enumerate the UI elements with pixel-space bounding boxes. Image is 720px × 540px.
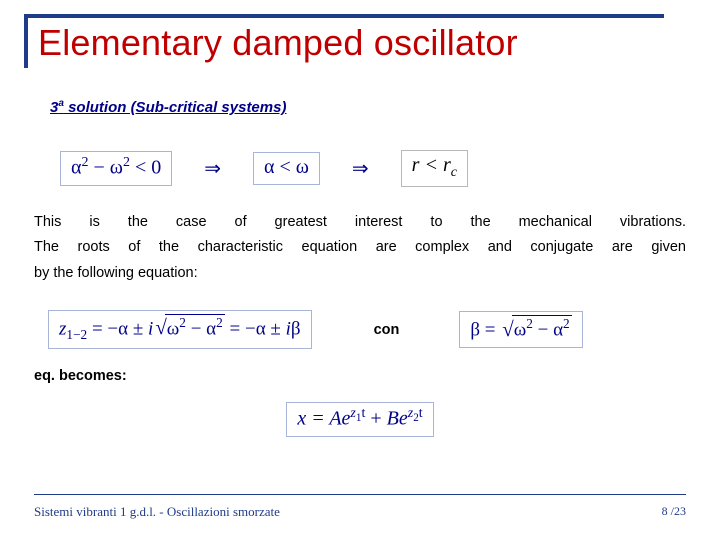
eq-part: ω xyxy=(167,318,180,339)
eq-part: ω xyxy=(514,320,527,341)
con-label: con xyxy=(374,322,400,338)
eq-part: Be xyxy=(387,408,408,430)
slide: Elementary damped oscillator 3a solution… xyxy=(0,0,720,540)
eq-part: β xyxy=(291,318,301,339)
eq-part: − α xyxy=(186,318,216,339)
footer-divider xyxy=(34,494,686,495)
eq-part: Ae xyxy=(329,408,350,430)
eq-solution-x: x = Aez1t + Bez2t xyxy=(286,402,433,437)
eq-roots-z12: z1−2 = −α ± iω2 − α2 = −α ± iβ xyxy=(48,310,312,349)
eq-sub: 1−2 xyxy=(66,327,87,342)
paragraph-1: This is the case of greatest interest to… xyxy=(34,210,686,286)
implies-icon: ⇒ xyxy=(352,156,369,181)
equation-row-1: α2 − ω2 < 0 ⇒ α < ω ⇒ r < rc xyxy=(60,150,580,187)
para-line: The roots of the characteristic equation… xyxy=(34,235,686,260)
equation-row-3: x = Aez1t + Bez2t xyxy=(0,402,720,437)
eq-part: β = xyxy=(470,320,500,341)
eq-r-lt-rc: r < rc xyxy=(401,150,468,187)
eq-alpha-lt-omega: α < ω xyxy=(253,152,320,185)
implies-icon: ⇒ xyxy=(204,156,221,181)
page-title: Elementary damped oscillator xyxy=(38,22,664,64)
eq-exp: 2 xyxy=(526,316,533,331)
eq-part: t xyxy=(419,406,423,421)
eq-sub: c xyxy=(451,165,457,180)
subheading: 3a solution (Sub-critical systems) xyxy=(50,98,286,116)
footer-text: Sistemi vibranti 1 g.d.l. - Oscillazioni… xyxy=(34,504,280,520)
eq-part: − α xyxy=(533,320,563,341)
eq-part: < 0 xyxy=(130,157,161,179)
page-total: 23 xyxy=(674,504,686,518)
subhead-text: solution (Sub-critical systems) xyxy=(64,99,287,116)
eq-part: − ω xyxy=(88,157,122,179)
sqrt-icon: ω2 − α2 xyxy=(153,314,224,340)
eq-part: r < r xyxy=(412,154,451,176)
eq-part: x = xyxy=(297,408,329,430)
eq-part: = −α ± xyxy=(225,318,286,339)
eq-part: = −α ± xyxy=(87,318,148,339)
eq-exp: 2 xyxy=(563,316,570,331)
eq-exp: 2 xyxy=(216,315,223,330)
page-number: 8 /23 xyxy=(662,504,686,519)
eq-alpha2-omega2: α2 − ω2 < 0 xyxy=(60,151,172,186)
title-border: Elementary damped oscillator xyxy=(24,14,664,68)
sqrt-icon: ω2 − α2 xyxy=(500,315,571,341)
paragraph-2: eq. becomes: xyxy=(34,368,127,384)
eq-beta-def: β = ω2 − α2 xyxy=(459,311,582,347)
eq-exp: 2 xyxy=(123,155,130,170)
para-line: by the following equation: xyxy=(34,261,686,286)
equation-row-2: z1−2 = −α ± iω2 − α2 = −α ± iβ con β = ω… xyxy=(48,310,668,349)
para-line: This is the case of greatest interest to… xyxy=(34,210,686,235)
eq-part: α xyxy=(71,157,81,179)
eq-exp: 2 xyxy=(179,315,186,330)
eq-part: + xyxy=(365,408,386,430)
